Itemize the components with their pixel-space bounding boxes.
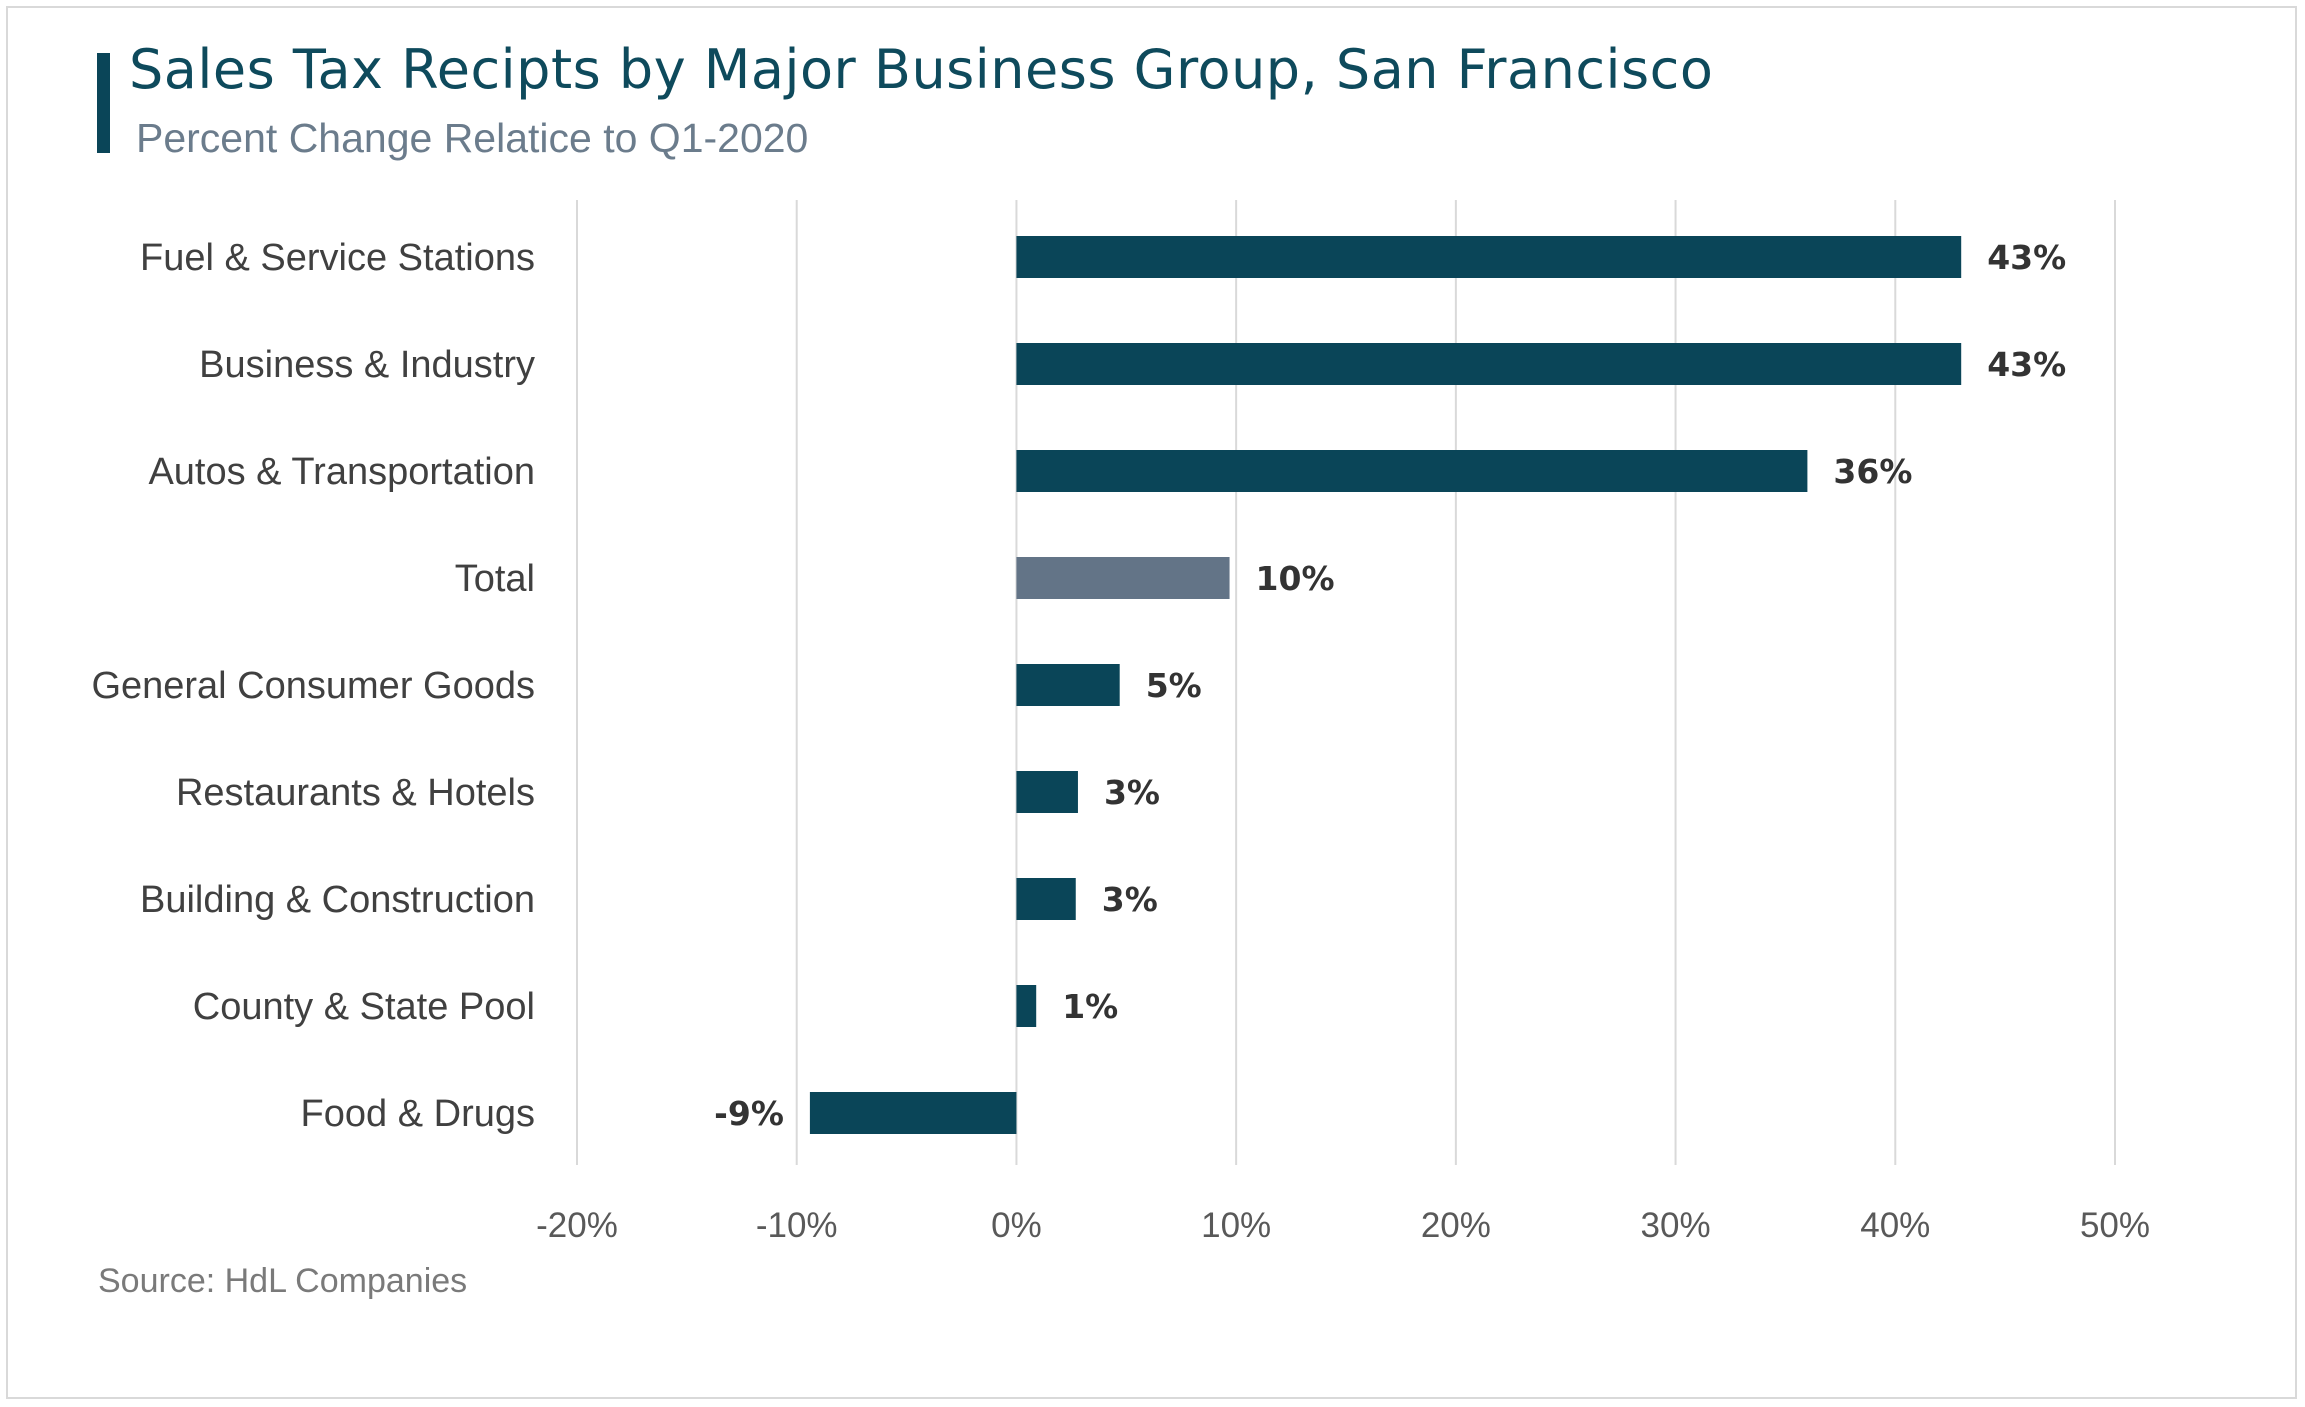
category-label: Restaurants & Hotels — [176, 772, 535, 814]
data-label: 5% — [1146, 666, 1202, 705]
data-label: 43% — [1987, 345, 2066, 384]
category-label: County & State Pool — [193, 986, 535, 1028]
category-label: Fuel & Service Stations — [140, 237, 535, 279]
x-tick-label: 50% — [2080, 1206, 2150, 1245]
category-label: Building & Construction — [140, 879, 535, 921]
bar — [1016, 557, 1230, 599]
category-label: Business & Industry — [199, 344, 535, 386]
category-label: Total — [455, 558, 535, 600]
bar — [1016, 878, 1076, 920]
bar — [1016, 450, 1808, 492]
title-accent-bar — [97, 53, 110, 153]
category-label: Autos & Transportation — [148, 451, 535, 493]
category-label: Food & Drugs — [301, 1093, 535, 1135]
source-note: Source: HdL Companies — [98, 1262, 468, 1300]
data-label: 3% — [1102, 880, 1158, 919]
x-tick-label: -10% — [756, 1206, 838, 1245]
data-label: 36% — [1833, 452, 1912, 491]
data-label: 43% — [1987, 238, 2066, 277]
x-tick-label: 20% — [1421, 1206, 1491, 1245]
x-tick-label: 0% — [991, 1206, 1042, 1245]
chart-subtitle: Percent Change Relatice to Q1-2020 — [136, 115, 809, 161]
x-tick-label: -20% — [536, 1206, 618, 1245]
chart-title: Sales Tax Recipts by Major Business Grou… — [129, 38, 1714, 101]
bar — [1016, 664, 1120, 706]
category-label: General Consumer Goods — [91, 665, 535, 707]
bar — [1016, 985, 1037, 1027]
data-label: 3% — [1104, 773, 1160, 812]
x-tick-label: 10% — [1201, 1206, 1271, 1245]
data-label: -9% — [714, 1094, 784, 1133]
bar — [1016, 771, 1078, 813]
bar — [1016, 343, 1962, 385]
x-tick-label: 40% — [1860, 1206, 1930, 1245]
data-label: 1% — [1062, 987, 1118, 1026]
bars — [809, 236, 1962, 1134]
x-tick-label: 30% — [1641, 1206, 1711, 1245]
labels: -20% -10% 0% 10% 20% 30% 40% 50% Fuel & Service … — [91, 237, 2150, 1245]
bar — [1016, 236, 1962, 278]
bar — [809, 1092, 1017, 1134]
data-label: 10% — [1256, 559, 1335, 598]
